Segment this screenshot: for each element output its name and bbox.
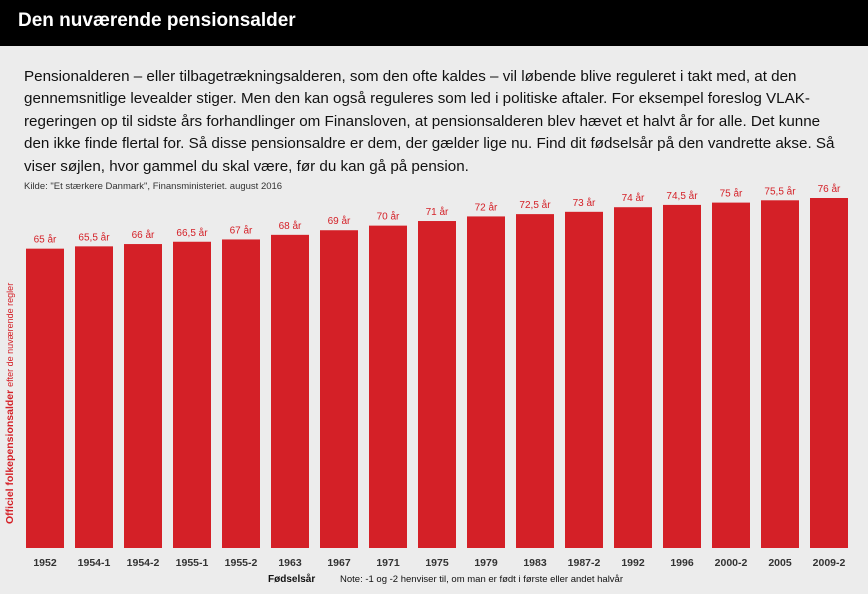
x-tick-label-1979: 1979: [474, 557, 498, 569]
data-label-1967: 69 år: [328, 215, 351, 227]
x-tick-label-1983: 1983: [523, 557, 547, 569]
x-tick-label-1955-1: 1955-1: [176, 557, 209, 569]
bar-1963: [271, 234, 309, 548]
source-citation: Kilde: "Et stærkere Danmark", Finansmini…: [24, 181, 283, 192]
data-label-2000-2: 75 år: [720, 188, 743, 200]
bar-1996: [663, 204, 701, 548]
x-tick-label-1975: 1975: [425, 557, 449, 569]
data-label-1979: 72 år: [475, 201, 498, 213]
x-tick-label-1963: 1963: [278, 557, 302, 569]
bar-2000-2: [712, 202, 750, 548]
data-label-1954-1: 65,5 år: [78, 231, 110, 243]
data-label-1952: 65 år: [34, 234, 57, 246]
intro-paragraph: Pensionalderen – eller tilbagetrækningsa…: [24, 68, 835, 175]
x-tick-label-1954-1: 1954-1: [78, 557, 111, 569]
data-label-1954-2: 66 år: [132, 229, 155, 241]
x-tick-label-1967: 1967: [327, 557, 351, 569]
x-tick-label-1992: 1992: [621, 557, 645, 569]
x-axis-label: Fødselsår: [268, 574, 316, 585]
x-tick-label-1971: 1971: [376, 557, 400, 569]
bar-1955-2: [222, 239, 260, 548]
data-label-1992: 74 år: [622, 192, 645, 204]
data-label-1983: 72,5 år: [519, 199, 551, 211]
bar-1952: [26, 248, 64, 548]
data-label-1971: 70 år: [377, 211, 400, 223]
bar-2009-2: [810, 198, 848, 548]
data-label-1955-2: 67 år: [230, 224, 253, 236]
bar-1954-1: [75, 246, 113, 548]
data-label-1996: 74,5 år: [666, 190, 698, 202]
bar-1967: [320, 230, 358, 548]
bar-1992: [614, 207, 652, 549]
bar-1987-2: [565, 211, 603, 548]
bar-1983: [516, 214, 554, 549]
bar-1955-1: [173, 241, 211, 548]
data-label-1955-1: 66,5 år: [176, 227, 208, 239]
x-tick-label-2005: 2005: [768, 557, 792, 569]
footnote: Note: -1 og -2 henviser til, om man er f…: [340, 574, 624, 585]
x-tick-label-2009-2: 2009-2: [813, 557, 846, 569]
page-title: Den nuværende pensionsalder: [18, 10, 296, 31]
bar-1954-2: [124, 244, 162, 549]
data-label-2009-2: 76 år: [818, 183, 841, 195]
data-label-1987-2: 73 år: [573, 197, 596, 209]
title-bar: Den nuværende pensionsalder: [0, 0, 868, 46]
x-tick-label-1954-2: 1954-2: [127, 557, 160, 569]
x-tick-label-1987-2: 1987-2: [568, 557, 601, 569]
x-tick-label-2000-2: 2000-2: [715, 557, 748, 569]
data-label-1963: 68 år: [279, 220, 302, 232]
bar-1971: [369, 225, 407, 548]
bar-1975: [418, 221, 456, 549]
bar-1979: [467, 216, 505, 548]
data-label-1975: 71 år: [426, 206, 449, 218]
x-tick-label-1952: 1952: [33, 557, 57, 569]
data-label-2005: 75,5 år: [764, 185, 796, 197]
x-tick-label-1955-2: 1955-2: [225, 557, 258, 569]
bar-2005: [761, 200, 799, 549]
x-tick-label-1996: 1996: [670, 557, 694, 569]
